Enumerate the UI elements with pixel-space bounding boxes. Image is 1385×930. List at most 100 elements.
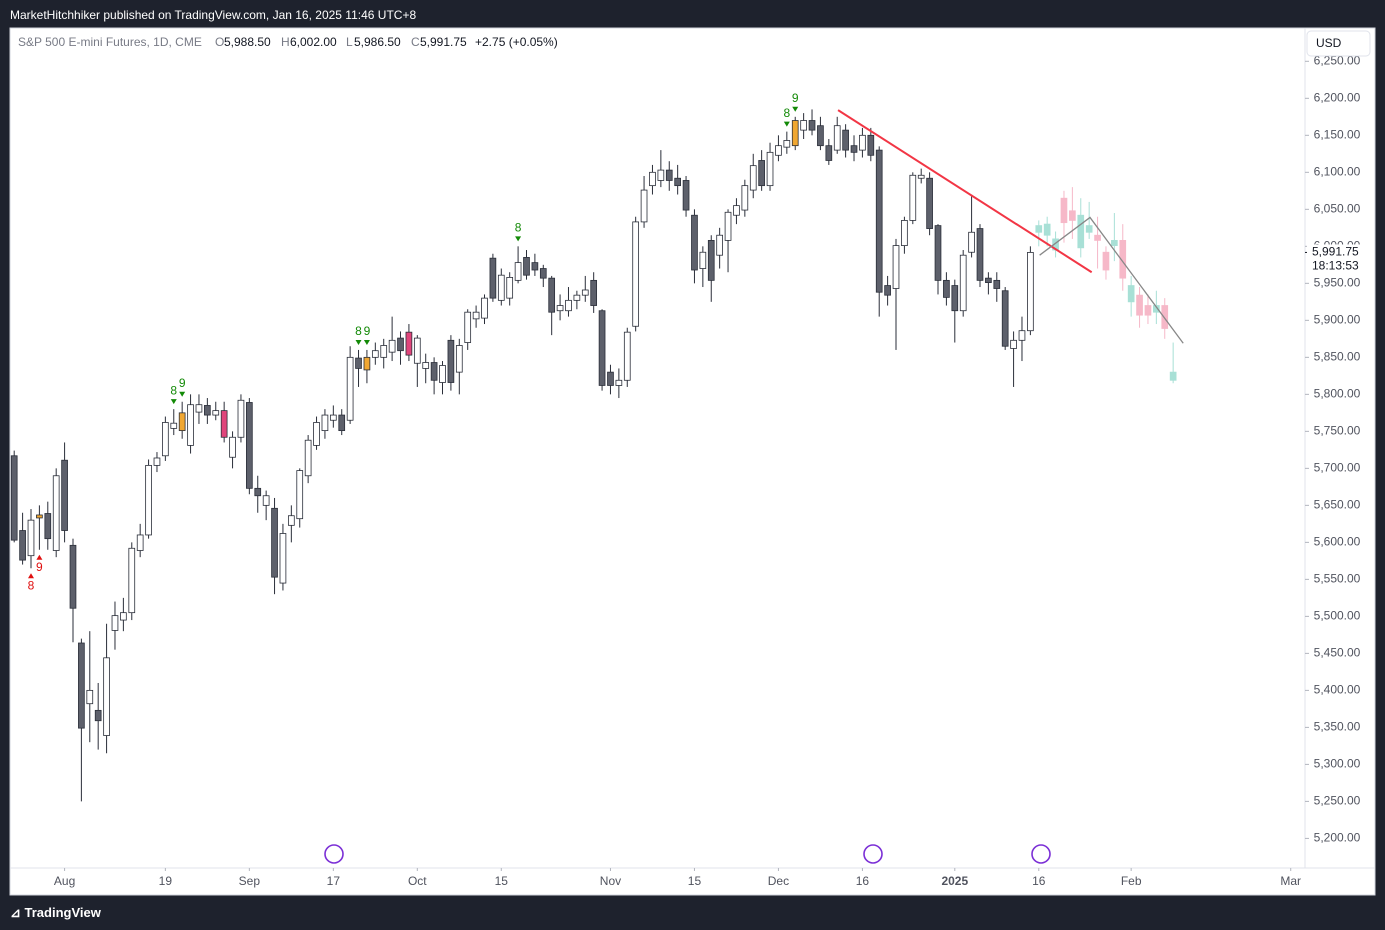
- candle-body: [321, 414, 329, 432]
- event-icon[interactable]: [863, 844, 883, 864]
- candle-body: [943, 279, 950, 298]
- candle-body: [1018, 330, 1026, 341]
- y-tick-label: 5,650.00: [1314, 498, 1361, 512]
- candle-body: [447, 339, 455, 383]
- candle-body: [271, 507, 278, 578]
- chart-frame: [9, 27, 1376, 896]
- candle-body: [69, 544, 77, 609]
- y-tick-label: 5,950.00: [1314, 276, 1361, 290]
- candle-body: [993, 279, 1001, 289]
- candle-body: [405, 331, 413, 356]
- candle-body: [1060, 197, 1068, 224]
- candle-body: [489, 257, 497, 299]
- candle-body: [514, 262, 522, 281]
- candle-body: [1085, 225, 1093, 233]
- candle-body: [61, 459, 68, 531]
- td-label: 8: [28, 578, 35, 592]
- candle-body: [733, 205, 740, 216]
- td-arrow: [792, 106, 799, 112]
- candle-body: [682, 180, 690, 211]
- candle-body: [313, 422, 320, 446]
- event-icon[interactable]: [324, 844, 344, 864]
- td-label: 9: [179, 376, 186, 390]
- y-tick-label: 5,850.00: [1314, 350, 1361, 364]
- c-value: 5,991.75: [420, 35, 467, 49]
- projection-line: [1039, 216, 1184, 344]
- candle-body: [783, 140, 791, 148]
- event-icons: [324, 844, 1051, 864]
- y-tick-label: 5,700.00: [1314, 461, 1361, 475]
- candle-body: [111, 615, 119, 631]
- candle-body: [968, 231, 975, 253]
- candle-body: [279, 533, 287, 584]
- candle-body: [640, 189, 648, 223]
- candle-body: [985, 277, 992, 283]
- candle-body: [1119, 240, 1127, 279]
- td-arrow: [363, 339, 370, 345]
- candle-body: [959, 254, 967, 312]
- td-label: 9: [792, 91, 799, 105]
- y-tick-label: 5,350.00: [1314, 720, 1361, 734]
- candle-body: [497, 274, 505, 301]
- trendline: [837, 109, 1093, 274]
- y-tick-label: 5,200.00: [1314, 831, 1361, 845]
- o-key: O: [215, 35, 224, 49]
- x-tick-label: 16: [1032, 874, 1046, 888]
- candle-body: [145, 464, 152, 536]
- y-tick-label: 6,100.00: [1314, 164, 1361, 178]
- candle-body: [909, 174, 917, 221]
- candle-body: [237, 399, 245, 438]
- candle-body: [212, 410, 220, 416]
- candle-body: [388, 339, 396, 353]
- candle-body: [346, 356, 354, 421]
- td-label: 8: [355, 324, 362, 338]
- candle-body: [128, 547, 136, 614]
- td-arrow: [170, 399, 177, 405]
- candle-body: [1153, 305, 1160, 313]
- candle-body: [1010, 339, 1017, 349]
- h-key: H: [281, 35, 290, 49]
- candle-body: [573, 294, 581, 301]
- candle-body: [1035, 225, 1043, 233]
- candle-body: [1111, 240, 1118, 246]
- currency-box[interactable]: [1306, 30, 1371, 57]
- c-key: C: [411, 35, 420, 49]
- x-tick-label: Sep: [239, 874, 261, 888]
- candle-body: [598, 310, 606, 386]
- currency-button[interactable]: USD: [1306, 30, 1371, 57]
- y-tick-label: 6,250.00: [1314, 53, 1361, 67]
- candle-body: [892, 245, 900, 289]
- x-tick-label: Feb: [1121, 874, 1142, 888]
- currency[interactable]: USD: [1316, 36, 1342, 50]
- candle-body: [304, 439, 312, 477]
- candle-body: [178, 412, 186, 432]
- candle-body: [850, 145, 858, 153]
- candle-body: [254, 487, 262, 497]
- candle-body: [195, 404, 203, 413]
- candle-body: [464, 311, 472, 343]
- candle-body: [707, 240, 715, 281]
- event-icon[interactable]: [1031, 844, 1051, 864]
- x-tick-label: Aug: [54, 874, 75, 888]
- candle-body: [548, 277, 556, 313]
- candle-body: [556, 305, 564, 312]
- candle-body: [875, 149, 883, 293]
- candle-body: [741, 185, 749, 211]
- y-tick-label: 5,300.00: [1314, 757, 1361, 771]
- y-tick-label: 5,250.00: [1314, 794, 1361, 808]
- y-tick-label: 6,200.00: [1314, 90, 1361, 104]
- candle-body: [44, 513, 52, 540]
- candle-body: [363, 356, 371, 371]
- candle-body: [607, 371, 614, 386]
- x-tick-label: 19: [159, 874, 173, 888]
- candle-body: [136, 534, 144, 551]
- y-tick-label: 5,750.00: [1314, 424, 1361, 438]
- l-value: 5,986.50: [354, 35, 401, 49]
- candle-body: [355, 357, 362, 369]
- candle-body: [1043, 223, 1051, 236]
- candle-body: [791, 120, 799, 147]
- candle-body: [833, 125, 841, 151]
- candle-body: [10, 455, 18, 541]
